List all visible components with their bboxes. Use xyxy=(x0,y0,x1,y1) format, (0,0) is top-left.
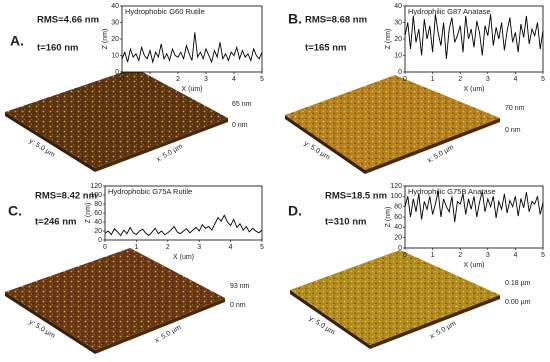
x-tick-label: 1 xyxy=(148,76,152,83)
y-tick-label: 40 xyxy=(94,219,102,226)
surface-texture xyxy=(290,250,500,345)
rms-annotation: RMS=18.5 nm xyxy=(325,191,387,202)
y-tick-label: 0 xyxy=(115,69,119,76)
thickness-annotation: t=310 nm xyxy=(325,217,366,228)
y-tick-label: 40 xyxy=(394,224,402,231)
y-tick-label: 120 xyxy=(390,183,402,190)
x-axis-label: X (um) xyxy=(464,86,485,93)
y-tick-label: 120 xyxy=(90,183,102,190)
y-tick-label: 0 xyxy=(398,69,402,76)
y-tick-label: 0 xyxy=(398,245,402,252)
rms-annotation: RMS=4.66 nm xyxy=(37,15,99,26)
surface-side xyxy=(95,118,228,172)
x-tick-label: 2 xyxy=(458,76,462,83)
x-tick-label: 1 xyxy=(431,76,435,83)
profile-line xyxy=(121,32,263,64)
surface-texture xyxy=(5,68,228,168)
profile-line xyxy=(104,214,263,237)
chart-title: Hydrophilic G87 Anatase xyxy=(408,7,491,16)
y-tick-label: 10 xyxy=(394,52,402,59)
thickness-annotation: t=246 nm xyxy=(35,217,76,228)
x-tick-label: 0 xyxy=(103,244,107,251)
x-tick-label: 5 xyxy=(260,76,264,83)
y-axis-label: Z (nm) xyxy=(385,29,392,50)
y-tick-label: 20 xyxy=(111,36,119,43)
x-tick-label: 0 xyxy=(403,76,407,83)
x-tick-label: 4 xyxy=(232,76,236,83)
profile-line xyxy=(404,191,544,223)
y-tick-label: 100 xyxy=(390,193,402,200)
x-tick-label: 0 xyxy=(403,252,407,259)
z-max-label: 70 nm xyxy=(505,105,525,112)
panel-label: C. xyxy=(8,203,22,219)
chart-title: Hydrophilic G75B Anatase xyxy=(408,187,496,196)
y-tick-label: 60 xyxy=(394,214,402,221)
panel-label: D. xyxy=(288,203,302,219)
plot-frame xyxy=(404,5,544,73)
x-tick-label: 3 xyxy=(197,244,201,251)
x-tick-label: 4 xyxy=(229,244,233,251)
y-axis-label: Z (nm) xyxy=(85,203,92,224)
x-tick-label: 3 xyxy=(486,76,490,83)
y-axis-label: Z (nm) xyxy=(102,29,109,50)
x-tick-label: 4 xyxy=(513,252,517,259)
thickness-annotation: t=165 nm xyxy=(305,43,346,54)
x-tick-label: 5 xyxy=(260,244,264,251)
y-axis-label: Z (nm) xyxy=(385,207,392,228)
thickness-annotation: t=160 nm xyxy=(37,43,78,54)
y-tick-label: 80 xyxy=(94,201,102,208)
x-tick-label: 5 xyxy=(541,76,545,83)
y-tick-label: 20 xyxy=(94,228,102,235)
y-tick-label: 40 xyxy=(111,3,119,10)
z-min-label: 0 nm xyxy=(505,127,521,134)
surface-side xyxy=(95,298,225,354)
rms-annotation: RMS=8.42 nm xyxy=(35,191,97,202)
surface-side xyxy=(365,118,500,174)
z-max-label: 0.18 µm xyxy=(505,280,531,287)
surface-texture xyxy=(5,248,225,350)
z-min-label: 0 nm xyxy=(230,302,246,309)
x-tick-label: 3 xyxy=(486,252,490,259)
panel-label: B. xyxy=(288,11,302,27)
y-tick-label: 30 xyxy=(394,19,402,26)
x-tick-label: 0 xyxy=(120,76,124,83)
x-tick-label: 2 xyxy=(458,252,462,259)
profile-line xyxy=(404,14,544,59)
z-min-label: 0 nm xyxy=(232,122,248,129)
rms-annotation: RMS=8.68 nm xyxy=(305,15,367,26)
z-max-label: 93 nm xyxy=(230,283,250,290)
surface-side xyxy=(5,112,95,172)
surface-side xyxy=(285,115,365,174)
x-tick-label: 5 xyxy=(541,252,545,259)
chart-title: Hydrophobic G75A Rutile xyxy=(108,187,192,196)
x-axis-label: X (um) xyxy=(173,254,194,261)
y-tick-label: 60 xyxy=(94,210,102,217)
y-tick-label: 30 xyxy=(111,19,119,26)
panel-label: A. xyxy=(10,33,24,49)
surface-texture xyxy=(285,75,500,170)
z-min-label: 0.00 µm xyxy=(505,299,531,306)
y-tick-label: 10 xyxy=(111,52,119,59)
y-tick-label: 40 xyxy=(394,3,402,10)
y-tick-label: 20 xyxy=(394,235,402,242)
x-tick-label: 1 xyxy=(134,244,138,251)
x-tick-label: 2 xyxy=(166,244,170,251)
chart-title: Hydrophobic G60 Rutile xyxy=(125,7,205,16)
surface-side xyxy=(370,295,500,349)
y-tick-label: 80 xyxy=(394,204,402,211)
x-tick-label: 3 xyxy=(204,76,208,83)
y-tick-label: 100 xyxy=(90,192,102,199)
y-tick-label: 20 xyxy=(394,36,402,43)
x-axis-label: X (um) xyxy=(464,262,485,269)
y-tick-label: 0 xyxy=(98,237,102,244)
x-axis-label: X (um) xyxy=(182,86,203,93)
x-tick-label: 1 xyxy=(431,252,435,259)
z-max-label: 65 nm xyxy=(232,101,252,108)
x-tick-label: 2 xyxy=(176,76,180,83)
surface-side xyxy=(290,290,370,349)
plot-frame xyxy=(121,5,263,73)
x-tick-label: 4 xyxy=(513,76,517,83)
surface-side xyxy=(5,292,95,354)
